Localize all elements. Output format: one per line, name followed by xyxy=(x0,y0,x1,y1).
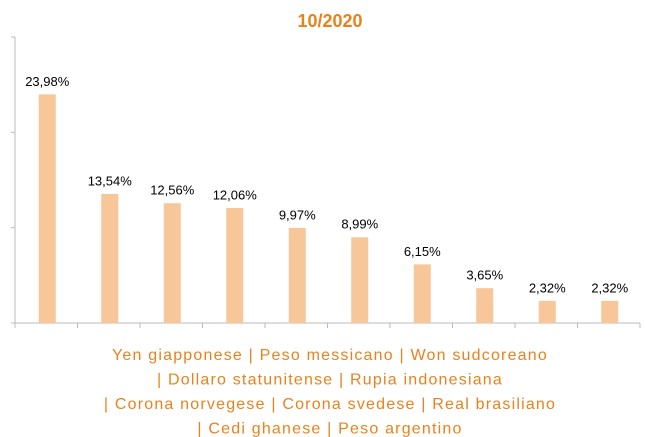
bar xyxy=(538,300,556,323)
bar xyxy=(476,288,494,323)
caption: | Cedi ghanese | Peso argentino xyxy=(197,421,462,437)
value-label: 3,65% xyxy=(466,268,503,283)
value-label: 23,98% xyxy=(25,74,70,89)
bar xyxy=(101,193,119,323)
value-label: 2,32% xyxy=(529,280,566,295)
bar xyxy=(288,227,306,323)
caption: | Corona norvegese | Corona svedese | Re… xyxy=(104,396,556,413)
value-label: 9,97% xyxy=(279,207,316,222)
bar xyxy=(163,203,181,323)
bar xyxy=(38,94,56,324)
caption: | Dollaro statunitense | Rupia indonesia… xyxy=(157,372,503,389)
value-label: 8,99% xyxy=(341,217,378,232)
value-label: 6,15% xyxy=(404,244,441,259)
value-label: 12,56% xyxy=(150,183,195,198)
bar xyxy=(601,300,619,323)
bar xyxy=(226,208,244,323)
value-label: 2,32% xyxy=(591,280,628,295)
bar xyxy=(413,264,431,323)
value-label: 13,54% xyxy=(88,173,133,188)
chart-title: 10/2020 xyxy=(297,11,362,31)
caption: Yen giapponese | Peso messicano | Won su… xyxy=(112,347,548,364)
bar xyxy=(351,237,369,323)
value-label: 12,06% xyxy=(213,187,258,202)
